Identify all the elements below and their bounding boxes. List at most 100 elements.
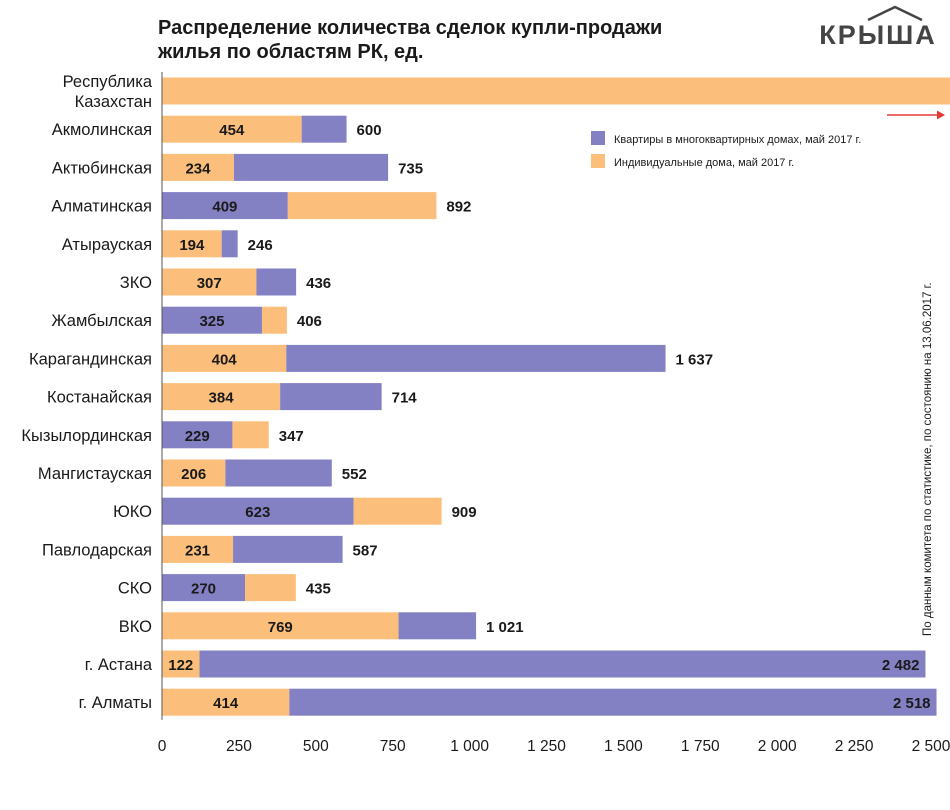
category-label: ВКО	[119, 618, 152, 636]
bar-segment-houses	[162, 153, 234, 181]
x-tick-label: 250	[226, 738, 252, 755]
bar-segment-houses	[162, 115, 302, 143]
segment-value-label: 229	[185, 428, 210, 445]
bar-segment-apartments	[199, 650, 926, 678]
category-label: Кызылординская	[21, 427, 152, 445]
total-value-label: 246	[248, 237, 273, 254]
segment-value-label: 454	[219, 122, 245, 139]
bar-segment-apartments	[280, 383, 382, 411]
category-label: г. Астана	[85, 656, 153, 674]
segment-value-label: 234	[185, 160, 211, 177]
segment-value-label: 409	[212, 199, 237, 216]
chart-title-line-1: Распределение количества сделок купли-пр…	[158, 17, 662, 39]
category-label: Казахстан	[75, 93, 152, 111]
total-value-label: 2 518	[893, 695, 931, 712]
total-value-label: 600	[357, 122, 382, 139]
x-tick-label: 1 750	[681, 738, 720, 755]
bar-row: Алматинская 409 892	[51, 192, 471, 220]
category-label: г. Алматы	[79, 694, 152, 712]
bar-row: Акмолинская 454 600	[52, 115, 382, 143]
total-value-label: 714	[392, 390, 418, 407]
x-tick-label: 2 000	[758, 738, 797, 755]
overflow-arrow	[887, 110, 945, 120]
category-label: Жамбылская	[51, 312, 152, 330]
bar-segment-apartments	[162, 574, 246, 602]
category-label: СКО	[118, 580, 152, 598]
bar-segment-houses	[232, 421, 269, 449]
bar-segment-houses	[162, 688, 290, 716]
bar-segment-apartments	[225, 459, 332, 487]
category-label: Карагандинская	[29, 350, 152, 368]
total-value-label: 1 021	[486, 619, 524, 636]
x-tick-label: 2 250	[835, 738, 874, 755]
x-tick-label: 500	[303, 738, 329, 755]
source-note: По данным комитета по статистике, по сос…	[922, 282, 934, 636]
bar-segment-apartments	[221, 230, 238, 258]
bar-row: Жамбылская 325 406	[51, 306, 322, 334]
category-label: Мангистауская	[38, 465, 152, 483]
bar-row: ЗКО 307 436	[120, 268, 331, 296]
legend-swatch-apartments	[591, 131, 605, 145]
bar-segment-apartments	[233, 535, 343, 563]
total-value-label: 347	[279, 428, 304, 445]
bar-row: Павлодарская 231 587	[42, 535, 378, 563]
bar-segment-houses	[162, 650, 200, 678]
bar-segment-houses	[162, 344, 287, 372]
category-label: Республика	[63, 73, 153, 91]
category-label: Акмолинская	[52, 121, 152, 139]
x-tick-label: 1 250	[527, 738, 566, 755]
category-label: Павлодарская	[42, 541, 152, 559]
logo-text: КРЫША	[819, 20, 937, 50]
bar-row: Костанайская 384 714	[47, 383, 418, 411]
bar-segment-apartments	[256, 268, 297, 296]
total-value-label: 406	[297, 313, 322, 330]
bar-segment-apartments	[162, 192, 288, 220]
bar-row: Атырауская 194 246	[62, 230, 273, 258]
total-value-label: 892	[446, 199, 471, 216]
bar-segment-houses	[162, 230, 222, 258]
bar-segment-houses	[287, 192, 437, 220]
bar-segment-apartments	[301, 115, 347, 143]
total-value-label: 2 482	[882, 657, 920, 674]
segment-value-label: 623	[245, 504, 270, 521]
legend-swatch-houses	[591, 154, 605, 168]
bar-segment-houses	[245, 574, 296, 602]
bar-row: ЮКО 623 909	[113, 497, 477, 525]
bar-row: Актюбинская 234 735	[52, 153, 423, 181]
bar-row: Мангистауская 206 552	[38, 459, 367, 487]
bar-segment-houses	[353, 497, 442, 525]
segment-value-label: 194	[179, 237, 205, 254]
krysha-logo: КРЫША	[819, 5, 937, 50]
bar-segment-houses	[162, 383, 281, 411]
x-tick-label: 1 500	[604, 738, 643, 755]
logo-roof-icon	[867, 5, 923, 22]
segment-value-label: 231	[185, 542, 210, 559]
bar-segment-apartments	[162, 421, 233, 449]
bar-segment-houses	[162, 268, 257, 296]
segment-value-label: 404	[212, 351, 238, 368]
bar-row: г. Астана 122 2 482	[85, 650, 926, 678]
segment-value-label: 206	[181, 466, 206, 483]
bar-segment-apartments	[162, 306, 262, 334]
segment-value-label: 769	[268, 619, 293, 636]
bar-row: СКО 270 435	[118, 574, 331, 602]
legend-label-apartments: Квартиры в многоквартирных домах, май 20…	[614, 134, 861, 146]
category-label: ЮКО	[113, 503, 152, 521]
category-label: Атырауская	[62, 236, 152, 254]
bar-segment-apartments	[162, 497, 354, 525]
bar-segment-apartments	[233, 153, 389, 181]
bar-segment-houses	[162, 535, 234, 563]
total-value-label: 436	[306, 275, 331, 292]
segment-value-label: 270	[191, 581, 216, 598]
total-value-label: 735	[398, 160, 423, 177]
segment-value-label: 122	[168, 657, 193, 674]
bar-segment-apartments	[398, 612, 477, 640]
x-tick-label: 1 000	[450, 738, 489, 755]
bar-row: ВКО 769 1 021	[119, 612, 524, 640]
category-label: Актюбинская	[52, 159, 152, 177]
bar-segment-houses	[162, 612, 399, 640]
bar-row: РеспубликаКазахстан6 70813 384	[63, 73, 950, 111]
overflow-arrow-head-icon	[937, 110, 945, 120]
